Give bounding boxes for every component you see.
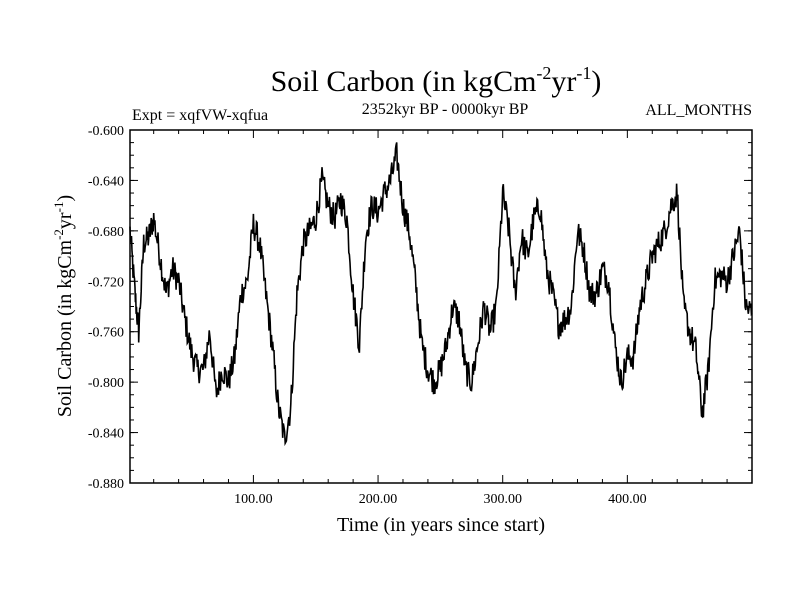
chart-title-mid: yr [551, 65, 576, 98]
chart-title-sup2: -1 [576, 63, 591, 83]
y-tick-label: -0.880 [88, 477, 124, 492]
y-tick-label: -0.760 [88, 326, 124, 341]
subtitle-left: Expt = xqfVW-xqfua [132, 107, 268, 124]
y-axis-label: Soil Carbon (in kgCm-2yr-1) [51, 195, 76, 417]
y-tick-label: -0.840 [88, 427, 124, 442]
chart-title: Soil Carbon (in kgCm-2yr-1) [271, 63, 602, 98]
y-axis-label-mid: yr [54, 212, 76, 229]
y-axis-label-sup1: -2 [51, 229, 66, 240]
x-tick-label: 100.00 [234, 492, 273, 507]
y-tick-label: -0.600 [88, 124, 124, 139]
x-axis: 100.00 200.00 300.00 400.00 [153, 130, 728, 507]
y-axis-label-end: ) [54, 195, 76, 202]
chart-title-sup1: -2 [536, 63, 551, 83]
subtitle-right: ALL_MONTHS [645, 102, 752, 119]
x-tick-label: 300.00 [483, 492, 522, 507]
x-axis-label: Time (in years since start) [337, 514, 545, 536]
y-tick-label: -0.640 [88, 174, 124, 189]
x-tick-label: 400.00 [608, 492, 647, 507]
x-tick-label: 200.00 [359, 492, 398, 507]
chart-title-end: ) [591, 65, 601, 98]
y-axis-label-main: Soil Carbon (in kgCm [54, 239, 76, 417]
plot-frame [129, 129, 753, 484]
y-tick-label: -0.720 [88, 275, 124, 290]
chart-title-main: Soil Carbon (in kgCm [271, 65, 537, 98]
y-axis: -0.600 -0.640 -0.680 -0.720 -0.760 -0.800 -0.8… [88, 124, 752, 492]
y-tick-label: -0.800 [88, 376, 124, 391]
series-line-soil-carbon [129, 142, 753, 447]
y-axis-label-sup2: -1 [51, 202, 66, 213]
subtitle-center: 2352kyr BP - 0000kyr BP [362, 101, 529, 118]
y-tick-label: -0.680 [88, 225, 124, 240]
